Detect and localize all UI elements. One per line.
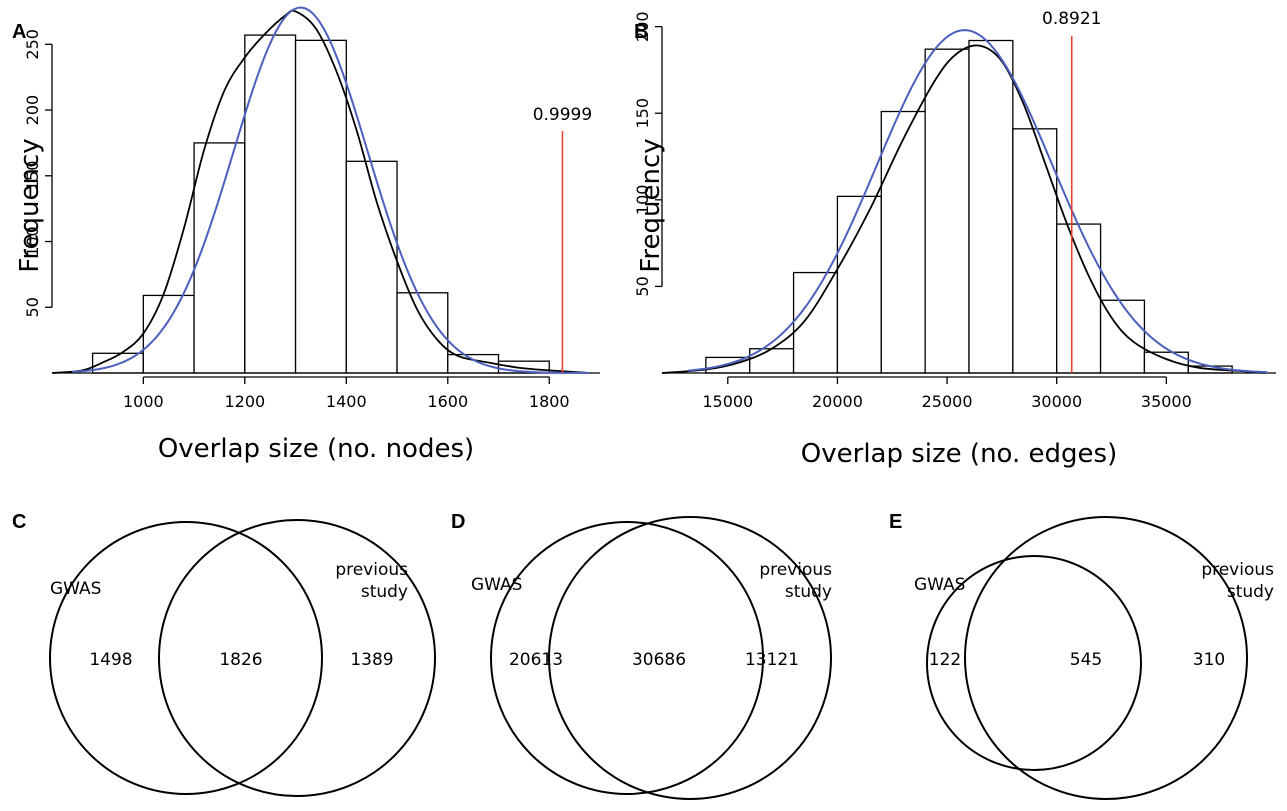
histogram-b-y-tick-label-1: 100 bbox=[633, 185, 652, 216]
histogram-a-bar-6 bbox=[396, 292, 449, 374]
panel-letter-c: C bbox=[12, 511, 26, 533]
venn-d-gwas-circle bbox=[490, 521, 764, 795]
histogram-b-y-tick-label-2: 150 bbox=[633, 98, 652, 129]
venn-d-previous-study-circle bbox=[548, 516, 832, 800]
histogram-b-x-tick-label-2: 25000 bbox=[922, 392, 973, 411]
histogram-a-y-tick-label-1: 100 bbox=[23, 226, 42, 257]
histogram-a-y-title: Frequency bbox=[15, 138, 45, 272]
venn-diagram-e: GWAS previous study 122 545 310 bbox=[914, 516, 1274, 800]
histogram-a-x-tick-label-4: 1800 bbox=[529, 392, 570, 411]
histogram-a-bar-3 bbox=[244, 34, 297, 374]
venn-e-gwas-circle bbox=[926, 555, 1142, 771]
histogram-a-reference-label: 0.9999 bbox=[533, 105, 592, 125]
histogram-a-bar-5 bbox=[345, 160, 398, 374]
histogram-b-density-curve bbox=[661, 44, 1266, 374]
histogram-b-reference-label: 0.8921 bbox=[1042, 9, 1101, 29]
venn-e-previous-label: previous bbox=[1201, 560, 1274, 580]
venn-e-gwas-label: GWAS bbox=[914, 575, 965, 595]
histogram-a-y-ticks: 50 100 150 200 250 bbox=[23, 29, 52, 317]
panel-letter-b: B bbox=[634, 21, 648, 43]
histogram-panel-a: 0.9999 1000 1200 1400 1600 1800 50 100 150 200 2… bbox=[15, 6, 600, 464]
histogram-b-y-tick-label-0: 50 bbox=[633, 276, 652, 296]
histogram-b-bar-4 bbox=[880, 110, 926, 374]
histogram-b-y-ticks: 50 100 150 200 bbox=[633, 11, 662, 297]
histogram-a-normal-fit bbox=[72, 6, 590, 374]
panel-letter-a: A bbox=[12, 21, 26, 43]
histogram-panel-b: 0.8921 15000 20000 25000 30000 35000 50 100 15… bbox=[633, 9, 1276, 469]
panel-letter-d: D bbox=[451, 511, 465, 533]
histogram-a-y-tick-label-0: 50 bbox=[23, 297, 42, 317]
venn-d-overlap-count: 30686 bbox=[632, 650, 686, 670]
venn-d-previous-label: previous bbox=[759, 560, 832, 580]
histogram-b-x-tick-label-3: 30000 bbox=[1031, 392, 1082, 411]
histogram-a-x-tick-label-2: 1400 bbox=[326, 392, 367, 411]
panel-letter-e: E bbox=[889, 511, 902, 533]
venn-e-study-label: study bbox=[1227, 582, 1274, 602]
histogram-b-normal-fit bbox=[688, 29, 1268, 374]
venn-e-gwas-only-count: 122 bbox=[929, 650, 961, 670]
histogram-b-bar-8 bbox=[1056, 223, 1102, 374]
venn-c-overlap-count: 1826 bbox=[219, 650, 262, 670]
venn-d-previous-only-count: 13121 bbox=[745, 650, 799, 670]
histogram-a-bar-1 bbox=[142, 294, 195, 374]
histogram-a-y-tick-label-4: 250 bbox=[23, 29, 42, 60]
venn-c-study-label: study bbox=[361, 582, 408, 602]
venn-c-previous-label: previous bbox=[335, 560, 408, 580]
histogram-a-bar-4 bbox=[294, 39, 347, 374]
histogram-a-y-tick-label-2: 150 bbox=[23, 161, 42, 192]
histogram-b-x-title: Overlap size (no. edges) bbox=[801, 439, 1117, 469]
venn-c-gwas-only-count: 1498 bbox=[89, 650, 132, 670]
histogram-a-x-tick-label-0: 1000 bbox=[123, 392, 164, 411]
histogram-b-x-ticks: 15000 20000 25000 30000 35000 bbox=[702, 377, 1192, 411]
histogram-a-x-tick-label-1: 1200 bbox=[224, 392, 265, 411]
histogram-a-x-ticks: 1000 1200 1400 1600 1800 bbox=[123, 377, 570, 411]
venn-e-overlap-count: 545 bbox=[1070, 650, 1102, 670]
histogram-b-y-tick-label-3: 200 bbox=[633, 11, 652, 42]
venn-c-gwas-circle bbox=[49, 521, 323, 795]
histogram-b-bar-6 bbox=[968, 39, 1014, 374]
venn-c-gwas-label: GWAS bbox=[50, 579, 101, 599]
histogram-a-bars bbox=[52, 34, 600, 374]
venn-d-gwas-only-count: 20613 bbox=[509, 650, 563, 670]
histogram-b-bar-3 bbox=[836, 195, 882, 374]
venn-c-previous-study-circle bbox=[158, 519, 436, 797]
venn-e-previous-only-count: 310 bbox=[1193, 650, 1225, 670]
histogram-b-y-title: Frequency bbox=[636, 138, 666, 272]
histogram-a-x-title: Overlap size (no. nodes) bbox=[158, 434, 474, 464]
histogram-b-bar-7 bbox=[1012, 128, 1058, 374]
venn-d-study-label: study bbox=[785, 582, 832, 602]
venn-diagram-d: GWAS previous study 20613 30686 13121 bbox=[471, 516, 832, 800]
venn-c-previous-only-count: 1389 bbox=[350, 650, 393, 670]
histogram-b-x-tick-label-4: 35000 bbox=[1141, 392, 1192, 411]
histogram-b-x-tick-label-1: 20000 bbox=[812, 392, 863, 411]
histogram-b-bar-10 bbox=[1143, 351, 1189, 374]
venn-e-previous-study-circle bbox=[964, 516, 1248, 800]
histogram-a-bar-2 bbox=[193, 142, 246, 374]
histogram-b-bar-2 bbox=[792, 271, 839, 374]
venn-d-gwas-label: GWAS bbox=[471, 575, 522, 595]
histogram-a-y-tick-label-3: 200 bbox=[23, 95, 42, 126]
histogram-b-x-tick-label-0: 15000 bbox=[702, 392, 753, 411]
venn-diagram-c: GWAS previous study 1498 1826 1389 bbox=[49, 519, 436, 797]
histogram-b-bars bbox=[662, 39, 1276, 374]
histogram-a-density-curve bbox=[51, 9, 590, 374]
histogram-b-bar-5 bbox=[924, 48, 970, 374]
histogram-a-x-tick-label-3: 1600 bbox=[427, 392, 468, 411]
